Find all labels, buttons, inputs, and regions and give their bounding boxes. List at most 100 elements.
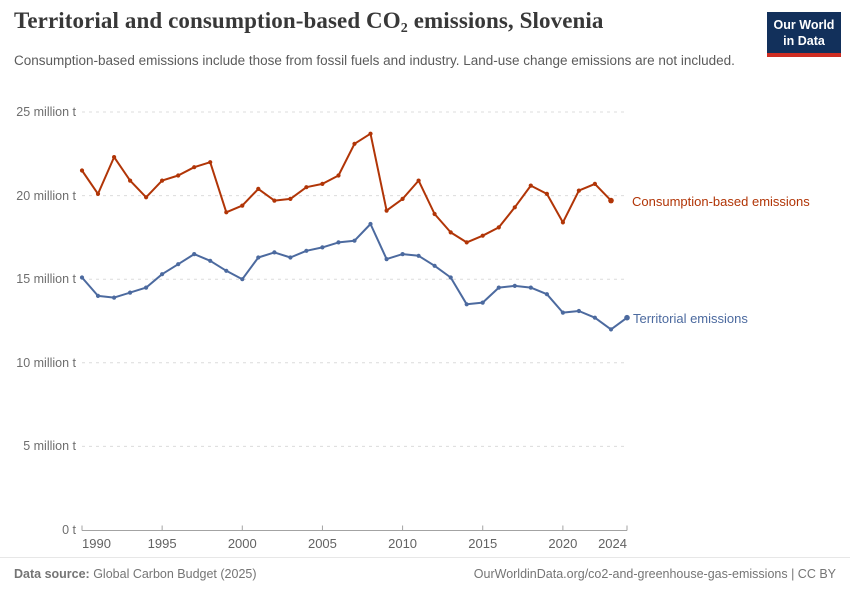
data-point (304, 248, 309, 253)
data-point (144, 195, 149, 200)
owid-logo-line2: in Data (783, 34, 825, 48)
data-point (528, 285, 533, 290)
data-point (352, 238, 357, 243)
data-point (496, 285, 501, 290)
data-point (304, 185, 309, 190)
title-text: Territorial and consumption-based CO (14, 8, 401, 33)
title-subscript: 2 (400, 21, 408, 36)
series-line (81, 132, 612, 244)
data-point (368, 221, 373, 227)
x-tick-label: 2015 (468, 536, 498, 551)
chart-subtitle: Consumption-based emissions include thos… (14, 53, 735, 68)
x-tick-label: 1995 (147, 536, 177, 551)
data-point (400, 196, 405, 201)
data-point (160, 178, 165, 183)
data-point (512, 205, 517, 210)
data-point (576, 308, 582, 314)
data-point (256, 255, 261, 260)
data-point (160, 272, 165, 277)
data-point (95, 293, 101, 298)
data-point (608, 197, 614, 204)
data-point (544, 191, 550, 196)
y-tick-label: 15 million t (16, 272, 76, 287)
data-point (176, 173, 181, 178)
data-point (464, 302, 469, 307)
x-tick-label: 2000 (227, 536, 257, 551)
data-point (272, 250, 277, 255)
data-point (592, 181, 598, 186)
license-link[interactable]: OurWorldinData.org/co2-and-greenhouse-ga… (473, 567, 836, 581)
territorial-series[interactable] (79, 221, 630, 332)
x-tick-label: 2010 (388, 536, 418, 551)
data-point (608, 327, 614, 332)
data-point (240, 277, 245, 282)
owid-logo-stripe (767, 53, 841, 57)
data-point (272, 198, 277, 203)
page-title: Territorial and consumption-based CO2 em… (14, 8, 754, 37)
data-point (544, 292, 550, 297)
data-point (79, 275, 85, 280)
data-point (224, 268, 229, 273)
data-point (336, 173, 341, 178)
data-point (176, 262, 181, 267)
data-point (448, 275, 453, 280)
data-point (496, 225, 501, 230)
legend-territorial[interactable]: Territorial emissions (633, 310, 748, 326)
data-point (79, 168, 85, 173)
data-point (368, 131, 373, 136)
y-tick-label: 5 million t (23, 439, 76, 454)
data-point (288, 255, 293, 260)
data-point (512, 283, 517, 288)
data-point (192, 252, 197, 257)
x-tick-label: 2005 (307, 536, 337, 551)
data-source-value: Global Carbon Budget (2025) (89, 567, 257, 581)
owid-logo-box: Our World in Data (767, 12, 841, 53)
data-point (480, 233, 485, 238)
chart-footer: Data source: Global Carbon Budget (2025)… (0, 557, 850, 581)
consumption-series[interactable] (79, 131, 614, 245)
data-point (352, 141, 357, 146)
y-tick-label: 20 million t (16, 188, 76, 203)
y-tick-label: 0 t (62, 523, 76, 537)
data-point (224, 210, 229, 215)
x-tick-label: 2024 (598, 536, 627, 551)
data-point (416, 178, 421, 183)
data-point (95, 191, 101, 196)
data-point (624, 314, 630, 321)
data-point (384, 208, 389, 213)
x-tick-label: 1990 (82, 536, 111, 551)
x-tick-label: 2020 (548, 536, 578, 551)
data-point (208, 258, 213, 263)
data-point (560, 220, 566, 225)
data-point (288, 196, 293, 201)
data-point (192, 165, 197, 170)
data-point (208, 160, 213, 165)
data-point (320, 245, 325, 250)
data-point (560, 310, 566, 315)
data-source-label: Data source: (14, 567, 90, 581)
data-point (128, 290, 133, 295)
owid-logo-line1: Our World (773, 18, 835, 32)
data-point (336, 240, 341, 245)
data-source: Data source: Global Carbon Budget (2025) (14, 567, 257, 581)
data-point (576, 188, 582, 193)
data-point (432, 211, 437, 217)
data-point (128, 178, 133, 183)
data-point (592, 315, 598, 320)
data-point (112, 295, 117, 300)
data-point (256, 186, 261, 191)
data-point (416, 253, 421, 258)
data-point (112, 155, 117, 160)
data-point (384, 257, 389, 262)
title-text-2: emissions, Slovenia (407, 8, 604, 33)
data-point (528, 183, 533, 188)
legend-consumption-based[interactable]: Consumption-based emissions (632, 193, 810, 209)
data-point (400, 252, 405, 257)
owid-logo[interactable]: Our World in Data (767, 12, 841, 57)
data-point (320, 181, 325, 186)
data-point (432, 263, 437, 268)
data-point (240, 203, 245, 208)
y-tick-label: 10 million t (16, 355, 76, 370)
